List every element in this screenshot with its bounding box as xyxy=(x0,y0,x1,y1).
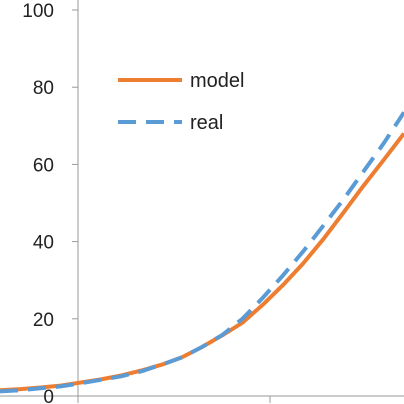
series-line-real xyxy=(0,111,404,394)
series-line-model xyxy=(0,132,404,393)
series-group xyxy=(0,111,404,394)
y-tick-label: 20 xyxy=(33,310,54,331)
y-axis-ticks: 0 20 40 60 80 100 xyxy=(22,1,78,404)
y-tick-label: 0 xyxy=(43,387,54,404)
legend: model real xyxy=(118,70,244,134)
y-tick-label: 80 xyxy=(33,78,54,99)
x-axis-ticks xyxy=(77,396,271,403)
y-tick-label: 60 xyxy=(33,155,54,176)
y-tick-label: 100 xyxy=(22,1,54,22)
legend-label-model: model xyxy=(190,70,244,92)
y-tick-label: 40 xyxy=(33,233,54,254)
legend-label-real: real xyxy=(190,112,223,134)
